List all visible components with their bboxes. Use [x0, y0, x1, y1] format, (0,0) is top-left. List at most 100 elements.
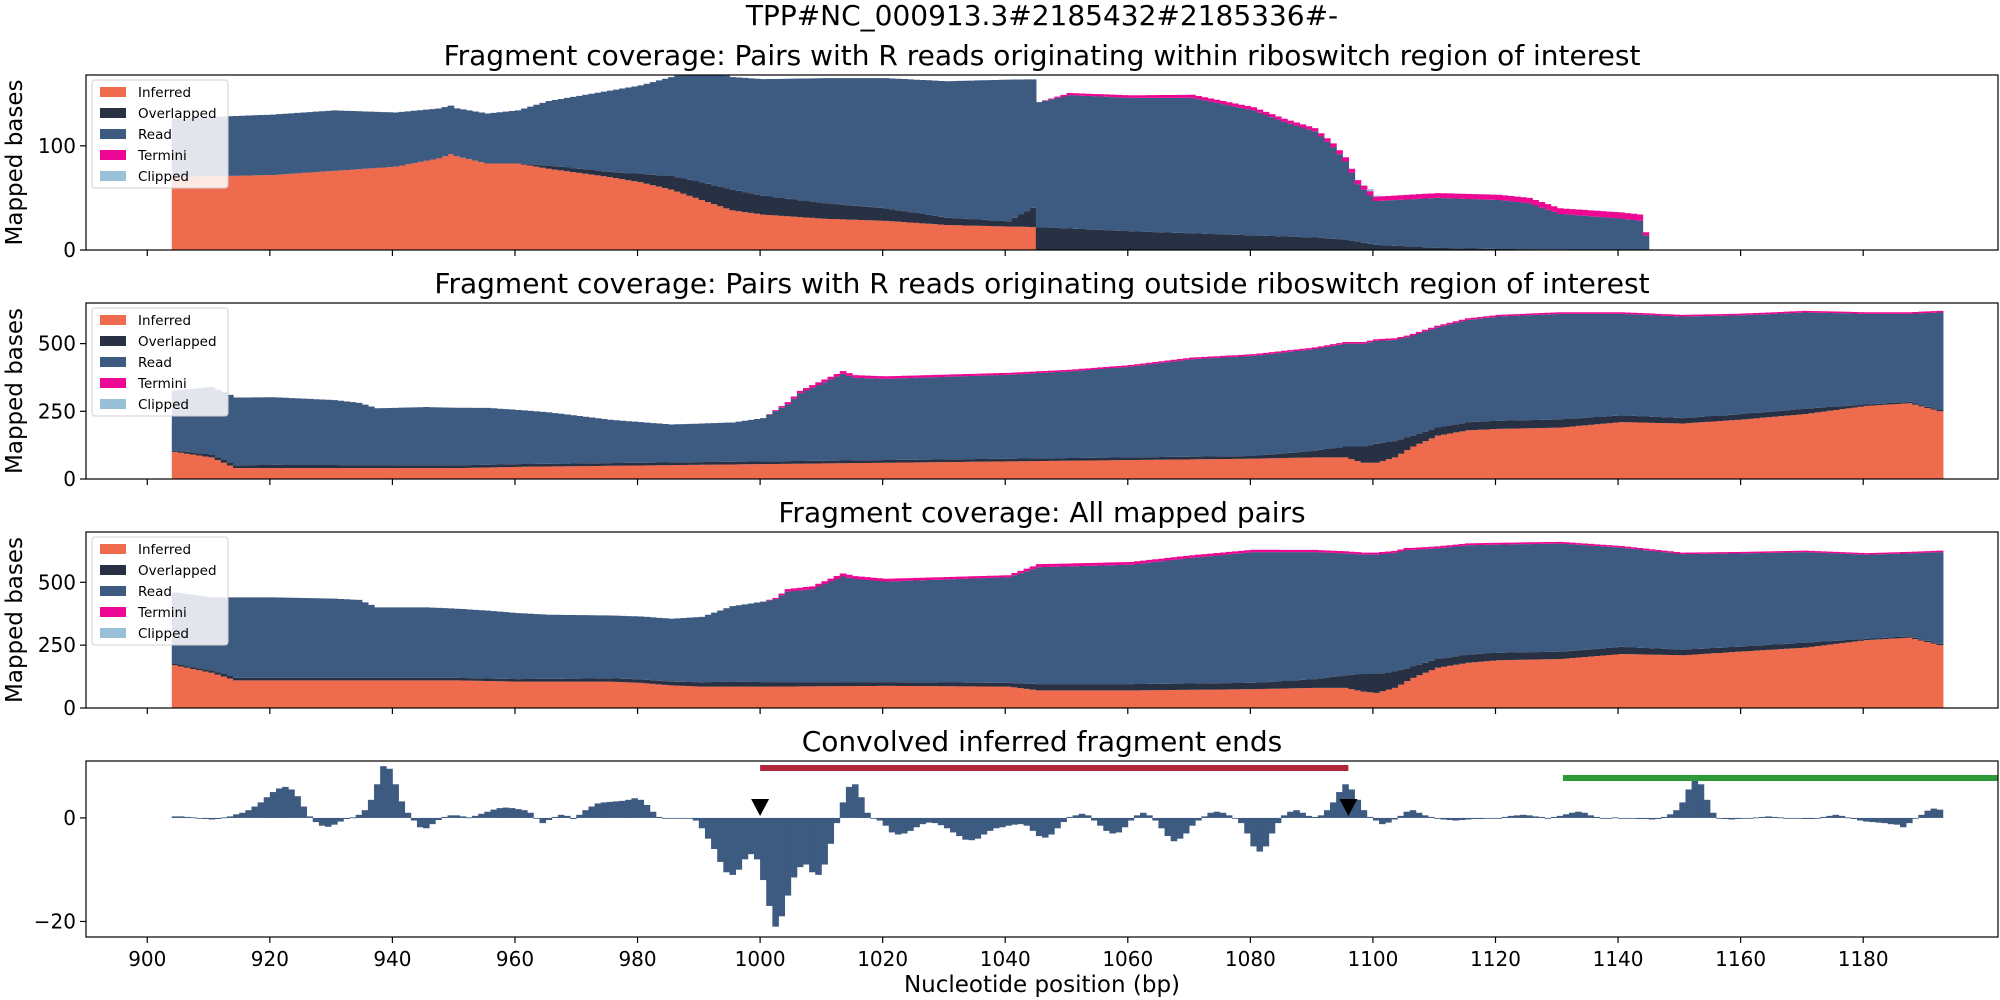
y-axis-label: Mapped bases: [2, 308, 28, 474]
x-tick-label: 1100: [1347, 947, 1398, 971]
ends-bar: [214, 817, 222, 819]
ends-bar: [190, 817, 197, 819]
ends-bar: [1005, 817, 1012, 826]
x-tick-label: 1000: [735, 947, 786, 971]
ends-bar: [331, 817, 338, 825]
ends-bar: [1728, 817, 1735, 820]
ends-bar: [839, 802, 847, 818]
series-area-read: [171, 75, 1650, 250]
ends-bar: [1256, 817, 1264, 852]
ends-bar: [1538, 816, 1545, 818]
ends-bar: [435, 817, 442, 821]
ends-bar: [1759, 816, 1766, 818]
ends-bar: [1826, 815, 1833, 818]
legend-swatch-inferred: [100, 87, 126, 97]
ends-bar: [1109, 817, 1116, 834]
ends-bar: [171, 816, 179, 818]
ends-bar: [686, 817, 694, 819]
ends-bar: [1354, 799, 1362, 818]
legend-swatch-termini: [100, 150, 126, 160]
ends-bar: [551, 816, 559, 818]
ends-bar: [943, 817, 951, 829]
ends-bar: [643, 805, 651, 818]
ends-bar: [1857, 817, 1864, 821]
ends-bar: [803, 817, 810, 865]
ends-bar: [796, 817, 804, 868]
ends-bar: [1152, 817, 1159, 821]
ends-bar: [894, 817, 902, 835]
ends-bar: [1924, 810, 1931, 818]
ends-bar: [1072, 815, 1080, 818]
x-tick-label: 1140: [1593, 947, 1644, 971]
y-tick-label: 0: [63, 806, 76, 830]
ends-bar: [980, 817, 988, 835]
ends-bar: [717, 817, 724, 862]
ends-bar: [692, 817, 700, 821]
ends-bar: [202, 817, 209, 819]
series-termini: [1042, 93, 1650, 236]
ends-bar: [1936, 809, 1944, 818]
ends-bar: [220, 817, 228, 819]
x-tick-label: 1020: [857, 947, 908, 971]
ends-bar: [1066, 816, 1074, 818]
ends-bar: [1042, 817, 1049, 838]
ends-bar: [1140, 812, 1147, 818]
legend-swatch-overlapped: [100, 336, 126, 346]
ends-bar: [753, 817, 761, 860]
y-tick-label: 0: [63, 238, 76, 262]
ends-bar: [570, 817, 577, 819]
ends-bar: [447, 815, 455, 818]
series-area-clipped: [1366, 189, 1380, 197]
ends-bar: [594, 803, 602, 818]
ends-bar: [1311, 816, 1319, 818]
ends-bar: [1250, 817, 1257, 847]
legend-swatch-inferred: [100, 315, 126, 325]
ends-bar: [1722, 817, 1729, 819]
axes-frame: [85, 74, 1999, 251]
ends-bar: [1495, 817, 1503, 819]
ends-bar: [680, 817, 687, 819]
ends-bar: [1464, 817, 1472, 820]
ends-bar: [1428, 816, 1435, 818]
ends-bar: [1189, 817, 1196, 826]
ends-bar: [674, 817, 681, 819]
ends-bar: [294, 796, 301, 818]
ends-bar: [343, 817, 350, 819]
ends-bar: [1569, 812, 1576, 818]
ends-bar: [1526, 815, 1533, 818]
ends-bar: [1832, 814, 1840, 818]
ends-bar: [257, 802, 265, 818]
panel-title: Fragment coverage: Pairs with R reads or…: [444, 39, 1641, 72]
series-area-overlapped: [171, 636, 1944, 693]
ends-bar: [251, 806, 258, 818]
ends-bar: [821, 817, 828, 865]
legend-label-inferred: Inferred: [138, 313, 191, 329]
ends-bar: [655, 816, 663, 818]
ends-bar: [974, 817, 982, 839]
ends-bar: [1575, 811, 1582, 818]
y-tick-label: 500: [38, 332, 76, 356]
ends-bar: [937, 817, 945, 826]
series-read: [171, 312, 1944, 466]
ends-bar: [337, 817, 344, 822]
ends-bar: [1838, 815, 1846, 818]
panel-4: −20 0 900 920 940 960 980 1000 1020 1040 1060 1080 1…: [34, 725, 1999, 971]
ends-bar: [907, 817, 914, 831]
ends-bar: [208, 817, 216, 820]
y-tick-label: 250: [38, 633, 76, 657]
series-inferred: [171, 637, 1944, 708]
legend-label-clipped: Clipped: [138, 626, 189, 642]
legend-label-inferred: Inferred: [138, 542, 191, 558]
ends-bar: [1054, 817, 1061, 829]
ends-bar: [1403, 811, 1411, 818]
ends-bar: [1127, 817, 1135, 821]
ends-bar: [508, 808, 516, 818]
ends-bar: [472, 815, 479, 818]
legend-swatch-clipped: [100, 171, 126, 181]
series-area-inferred: [171, 637, 1944, 708]
ends-bar: [300, 806, 308, 818]
ends-bar: [1225, 815, 1233, 818]
ends-bar: [668, 817, 675, 819]
ends-bar: [1421, 815, 1429, 818]
